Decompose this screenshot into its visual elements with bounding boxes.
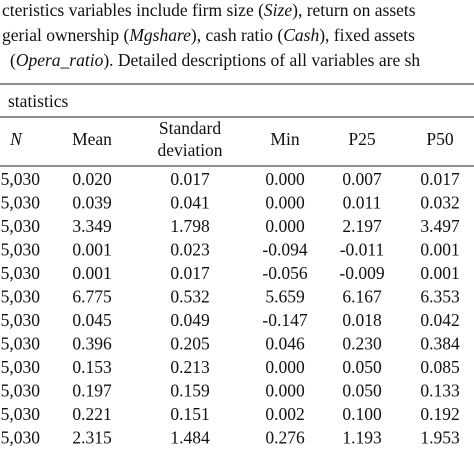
table-cell: 6.167 [342,287,382,307]
column-header: deviation [157,140,222,160]
column-header: N [9,129,23,149]
table-cell: 0.230 [342,334,382,354]
table-cell: 6.775 [72,287,112,307]
paragraph-line: gerial ownership (Mgshare), cash ratio (… [2,25,415,45]
table-caption: statistics [8,91,68,111]
table-cell: 0.002 [265,404,304,424]
text-run: Mgshare [128,25,191,45]
table-cell: 6.353 [420,287,460,307]
text-run: ), return on assets [292,0,416,20]
text-run: Opera_ratio [16,50,104,70]
table-cell: 0.000 [265,381,305,401]
table-cell: 2.197 [342,216,382,236]
table-cell: 0.213 [170,357,210,377]
table-cell: 0.192 [420,404,459,424]
text-run: ), fixed assets [319,25,415,45]
table-cell: 0.050 [342,381,382,401]
table-cell: 0.205 [170,334,210,354]
table-cell: 5,030 [1,216,41,236]
text-run: cteristics variables include firm size ( [2,0,264,20]
text-run: ( [10,50,16,70]
table-cell: 5,030 [1,287,41,307]
table-cell: 0.050 [342,357,382,377]
table-cell: 0.000 [265,357,305,377]
table-cell: 1.193 [342,428,382,448]
table-cell: 0.046 [265,334,305,354]
table-cell: 0.039 [72,193,112,213]
table-cell: 0.032 [420,193,459,213]
table-cell: 0.001 [420,240,459,260]
table-cell: -0.056 [262,263,307,283]
table-cell: 0.001 [72,240,111,260]
text-run: ). Detailed descriptions of all variable… [103,50,420,70]
table-cell: 0.000 [265,193,305,213]
table-cell: 0.017 [420,169,460,189]
table-cell: 2.315 [72,428,112,448]
paragraph-line: cteristics variables include firm size (… [2,0,416,20]
table-cell: 0.041 [170,193,209,213]
table-cell: 3.497 [420,216,460,236]
table-cell: 0.011 [343,193,382,213]
table-cell: 0.396 [72,334,112,354]
table-cell: 0.197 [72,381,112,401]
table-cell: 0.000 [265,216,305,236]
table-cell: 0.049 [170,310,210,330]
table-cell: 5,030 [1,404,41,424]
table-cell: -0.147 [262,310,307,330]
table-cell: 0.020 [72,169,112,189]
paragraph-line: (Opera_ratio). Detailed descriptions of … [10,50,420,70]
table-cell: -0.009 [339,263,384,283]
table-cell: 0.018 [342,310,382,330]
table-cell: 5,030 [1,310,41,330]
table-cell: 5,030 [1,357,41,377]
table-cell: 5,030 [1,428,41,448]
table-cell: 0.017 [170,169,210,189]
table-cell: 1.484 [170,428,210,448]
table-cell: 0.221 [72,404,111,424]
table-cell: 1.798 [170,216,210,236]
table-cell: 0.384 [420,334,460,354]
table-cell: 0.017 [170,263,210,283]
text-run: ), cash ratio ( [191,25,283,45]
table-cell: 5,030 [1,169,41,189]
table-cell: 0.159 [170,381,210,401]
table-cell: -0.011 [340,240,385,260]
text-run: Size [264,0,292,20]
table-cell: 5,030 [1,193,41,213]
table-cell: 0.532 [170,287,209,307]
table-cell: 5,030 [1,240,41,260]
column-header: Standard [159,118,221,138]
text-run: Cash [283,25,319,45]
table-cell: 5,030 [1,263,41,283]
table-cell: 0.151 [170,404,209,424]
table-cell: 3.349 [72,216,112,236]
table-cell: 5,030 [1,334,41,354]
table-cell: 0.023 [170,240,210,260]
table-cell: 5.659 [265,287,305,307]
column-header: Mean [72,129,112,149]
table-cell: 0.007 [342,169,382,189]
table-cell: 1.953 [420,428,460,448]
column-header: P50 [426,129,453,149]
table-cell: -0.094 [262,240,307,260]
table-cell: 5,030 [1,381,41,401]
table-cell: 0.001 [420,263,459,283]
table-cell: 0.133 [420,381,460,401]
table-cell: 0.276 [265,428,305,448]
table-cell: 0.100 [342,404,382,424]
table-cell: 0.085 [420,357,460,377]
table-cell: 0.001 [72,263,111,283]
table-cell: 0.000 [265,169,305,189]
table-cell: 0.042 [420,310,459,330]
table-cell: 0.153 [72,357,112,377]
table-cell: 0.045 [72,310,112,330]
text-run: gerial ownership ( [2,25,129,45]
column-header: Min [270,129,299,149]
column-header: P25 [348,129,375,149]
